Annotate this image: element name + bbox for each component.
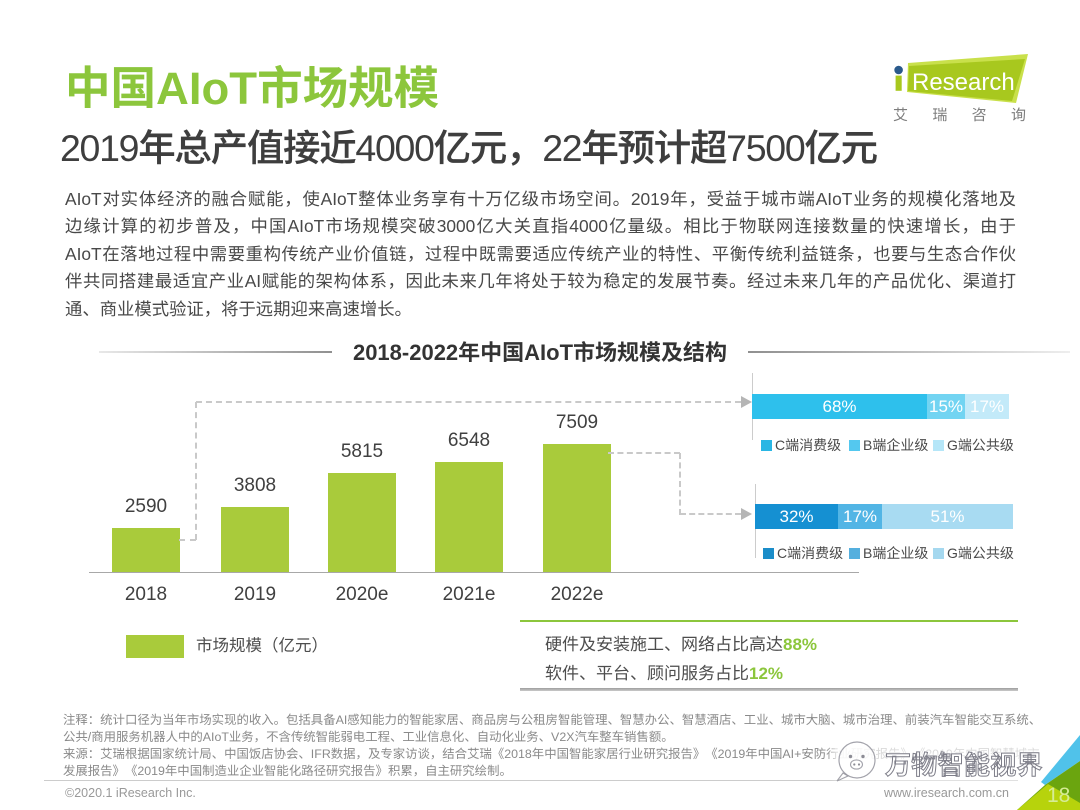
svg-text:Research: Research [912,69,1015,96]
svg-text:18: 18 [1047,784,1070,807]
